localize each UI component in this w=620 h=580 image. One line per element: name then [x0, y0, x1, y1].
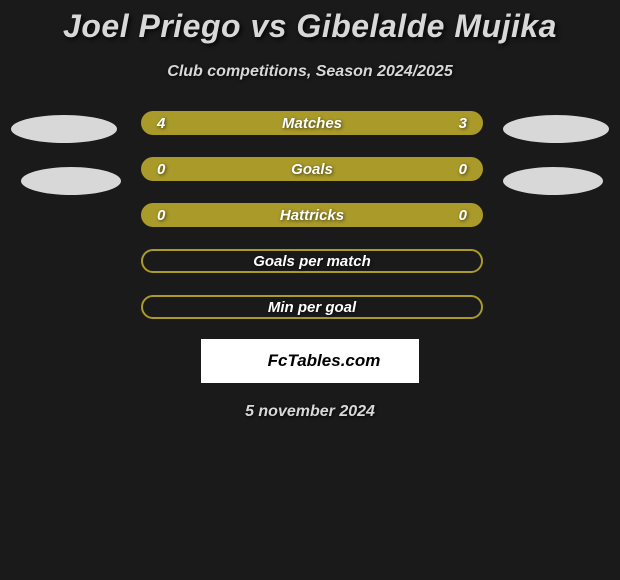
fctables-chart-icon [240, 352, 264, 370]
stat-left-value: 0 [157, 161, 165, 178]
stat-bar-goals: 0 Goals 0 [141, 157, 483, 181]
player-badge-ellipse [503, 115, 609, 143]
stat-right-value: 3 [459, 115, 467, 132]
left-player-badges [11, 111, 121, 195]
player-badge-ellipse [11, 115, 117, 143]
fctables-logo: FcTables.com [201, 339, 419, 383]
stat-left-value: 4 [157, 115, 165, 132]
stat-label: Min per goal [268, 299, 356, 316]
date-line: 5 november 2024 [0, 403, 620, 421]
stat-label: Goals per match [253, 253, 371, 270]
stat-bars: 4 Matches 3 0 Goals 0 0 Hattricks 0 Goal… [141, 111, 483, 319]
stat-label: Matches [282, 115, 342, 132]
stat-bar-min-per-goal: Min per goal [141, 295, 483, 319]
logo-text: FcTables.com [268, 351, 381, 371]
right-player-badges [503, 111, 609, 195]
stat-bar-matches: 4 Matches 3 [141, 111, 483, 135]
stat-right-value: 0 [459, 161, 467, 178]
page-title: Joel Priego vs Gibelalde Mujika [0, 8, 620, 45]
stat-right-value: 0 [459, 207, 467, 224]
subtitle: Club competitions, Season 2024/2025 [0, 63, 620, 81]
stat-label: Hattricks [280, 207, 344, 224]
stat-label: Goals [291, 161, 333, 178]
player-badge-ellipse [503, 167, 603, 195]
stats-area: 4 Matches 3 0 Goals 0 0 Hattricks 0 Goal… [0, 111, 620, 319]
comparison-card: Joel Priego vs Gibelalde Mujika Club com… [0, 0, 620, 421]
stat-bar-hattricks: 0 Hattricks 0 [141, 203, 483, 227]
stat-bar-goals-per-match: Goals per match [141, 249, 483, 273]
player-badge-ellipse [21, 167, 121, 195]
stat-left-value: 0 [157, 207, 165, 224]
